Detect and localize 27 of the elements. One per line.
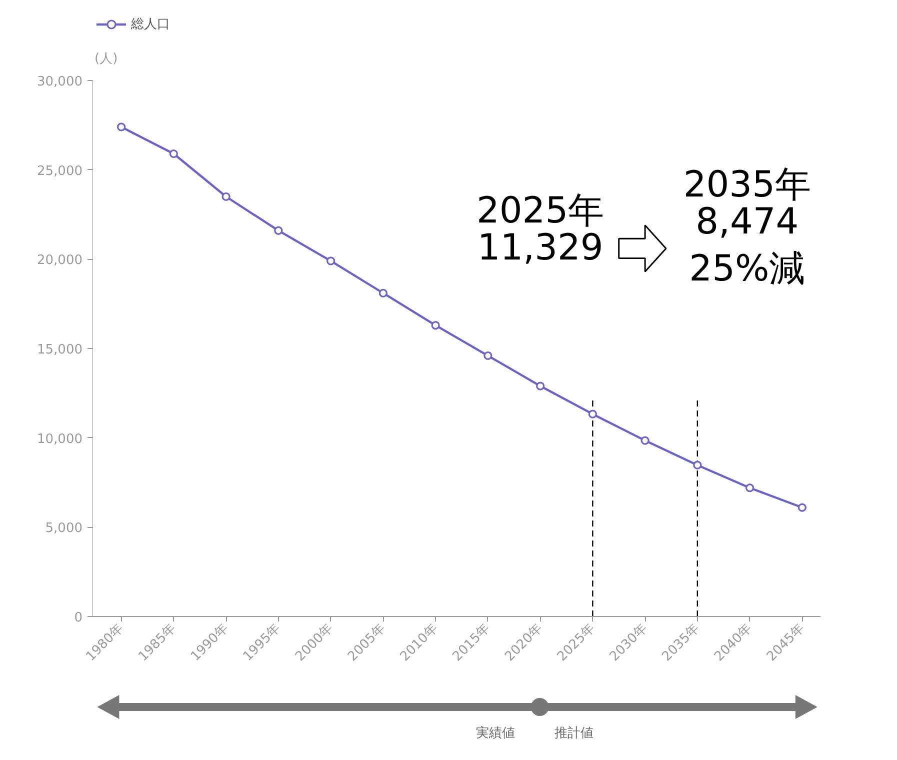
y-tick-label: 20,000: [37, 253, 83, 268]
point: [484, 351, 492, 360]
point: [588, 410, 597, 418]
point: [640, 436, 650, 445]
y-tick-label: 0: [74, 610, 83, 626]
y-tick-label: 25,000: [37, 164, 83, 179]
y-axis-title: (人): [94, 52, 118, 66]
y-tick-label: 5,000: [45, 521, 82, 536]
annotation: 2025年 11,329: [476, 190, 604, 268]
text: 推計値: [554, 725, 594, 740]
point: [169, 149, 178, 158]
point: [222, 192, 230, 201]
point: [431, 320, 440, 330]
text: 実績値: [476, 725, 515, 740]
point: [745, 484, 754, 492]
point: [536, 382, 545, 390]
y-tick-label: 10,000: [37, 432, 83, 447]
point: [326, 256, 336, 266]
legend-label: 総人口: [131, 16, 170, 33]
point: [117, 122, 126, 132]
point: [274, 226, 283, 235]
y-tick-label: 30,000: [37, 74, 83, 90]
point: [798, 503, 806, 512]
point: [693, 460, 702, 470]
annotation: 2035年 8,474 25%減: [683, 164, 811, 290]
point: [378, 288, 388, 298]
y-tick-label: 15,000: [37, 342, 83, 358]
